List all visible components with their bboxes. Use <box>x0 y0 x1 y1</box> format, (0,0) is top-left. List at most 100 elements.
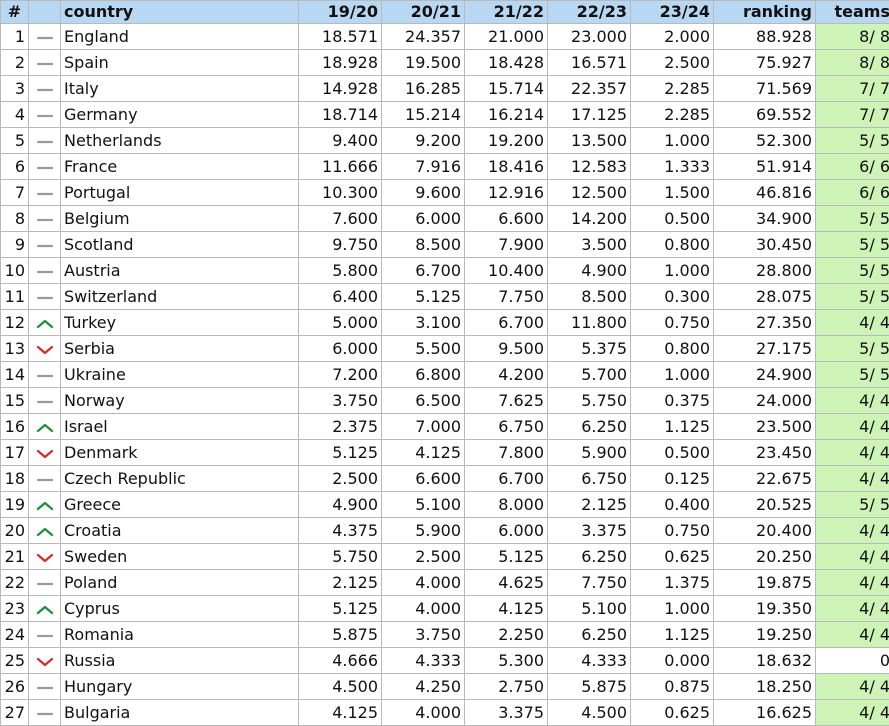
season-2021-cell: 5.100 <box>382 492 465 518</box>
header-teams[interactable]: teams <box>816 1 889 24</box>
season-2223-cell: 22.357 <box>548 76 631 102</box>
teams-cell: 4/ 4 <box>816 622 889 648</box>
no-change-icon <box>36 79 54 98</box>
country-cell: Netherlands <box>61 128 299 154</box>
country-cell: Spain <box>61 50 299 76</box>
no-change-icon <box>36 469 54 488</box>
season-2223-cell: 23.000 <box>548 24 631 50</box>
season-2021-cell: 6.000 <box>382 206 465 232</box>
season-2021-cell: 19.500 <box>382 50 465 76</box>
no-change-icon <box>36 573 54 592</box>
header-season-2122[interactable]: 21/22 <box>465 1 548 24</box>
season-2223-cell: 8.500 <box>548 284 631 310</box>
country-cell: Norway <box>61 388 299 414</box>
season-2021-cell: 5.900 <box>382 518 465 544</box>
season-1920-cell: 4.900 <box>299 492 382 518</box>
season-1920-cell: 10.300 <box>299 180 382 206</box>
teams-cell: 4/ 4 <box>816 466 889 492</box>
season-2324-cell: 1.375 <box>631 570 714 596</box>
country-cell: Czech Republic <box>61 466 299 492</box>
ranking-cell: 19.250 <box>714 622 816 648</box>
season-2324-cell: 0.375 <box>631 388 714 414</box>
season-2021-cell: 5.125 <box>382 284 465 310</box>
season-2223-cell: 5.750 <box>548 388 631 414</box>
season-2324-cell: 1.500 <box>631 180 714 206</box>
season-2122-cell: 6.000 <box>465 518 548 544</box>
season-2122-cell: 6.750 <box>465 414 548 440</box>
season-2223-cell: 3.375 <box>548 518 631 544</box>
country-cell: Denmark <box>61 440 299 466</box>
trend-cell <box>29 362 61 388</box>
country-cell: Austria <box>61 258 299 284</box>
no-change-icon <box>36 131 54 150</box>
header-season-1920[interactable]: 19/20 <box>299 1 382 24</box>
rank-cell: 25 <box>1 648 29 674</box>
season-2223-cell: 5.875 <box>548 674 631 700</box>
teams-cell: 0 <box>816 648 889 674</box>
season-2021-cell: 4.333 <box>382 648 465 674</box>
ranking-cell: 18.250 <box>714 674 816 700</box>
ranking-cell: 24.000 <box>714 388 816 414</box>
season-2122-cell: 7.625 <box>465 388 548 414</box>
season-2223-cell: 5.375 <box>548 336 631 362</box>
country-cell: Israel <box>61 414 299 440</box>
country-cell: Croatia <box>61 518 299 544</box>
season-2122-cell: 5.125 <box>465 544 548 570</box>
ranking-cell: 22.675 <box>714 466 816 492</box>
rank-cell: 8 <box>1 206 29 232</box>
season-2122-cell: 7.750 <box>465 284 548 310</box>
season-2223-cell: 4.500 <box>548 700 631 726</box>
season-1920-cell: 18.714 <box>299 102 382 128</box>
no-change-icon <box>36 261 54 280</box>
header-season-2021[interactable]: 20/21 <box>382 1 465 24</box>
rank-cell: 2 <box>1 50 29 76</box>
season-2223-cell: 13.500 <box>548 128 631 154</box>
country-cell: Turkey <box>61 310 299 336</box>
header-ranking[interactable]: ranking <box>714 1 816 24</box>
season-2122-cell: 18.428 <box>465 50 548 76</box>
rank-cell: 14 <box>1 362 29 388</box>
header-rank[interactable]: # <box>1 1 29 24</box>
country-cell: England <box>61 24 299 50</box>
country-cell: Hungary <box>61 674 299 700</box>
season-2223-cell: 12.500 <box>548 180 631 206</box>
header-season-2223[interactable]: 22/23 <box>548 1 631 24</box>
ranking-cell: 46.816 <box>714 180 816 206</box>
country-cell: Romania <box>61 622 299 648</box>
no-change-icon <box>36 391 54 410</box>
teams-cell: 5/ 5 <box>816 128 889 154</box>
header-season-2324[interactable]: 23/24 <box>631 1 714 24</box>
season-2021-cell: 6.800 <box>382 362 465 388</box>
header-country[interactable]: country <box>61 1 299 24</box>
season-2122-cell: 5.300 <box>465 648 548 674</box>
trend-cell <box>29 76 61 102</box>
season-2324-cell: 0.300 <box>631 284 714 310</box>
